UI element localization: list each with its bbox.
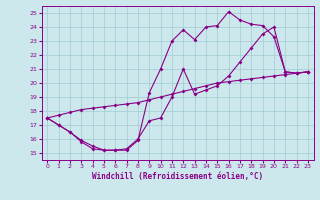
X-axis label: Windchill (Refroidissement éolien,°C): Windchill (Refroidissement éolien,°C) [92,172,263,181]
